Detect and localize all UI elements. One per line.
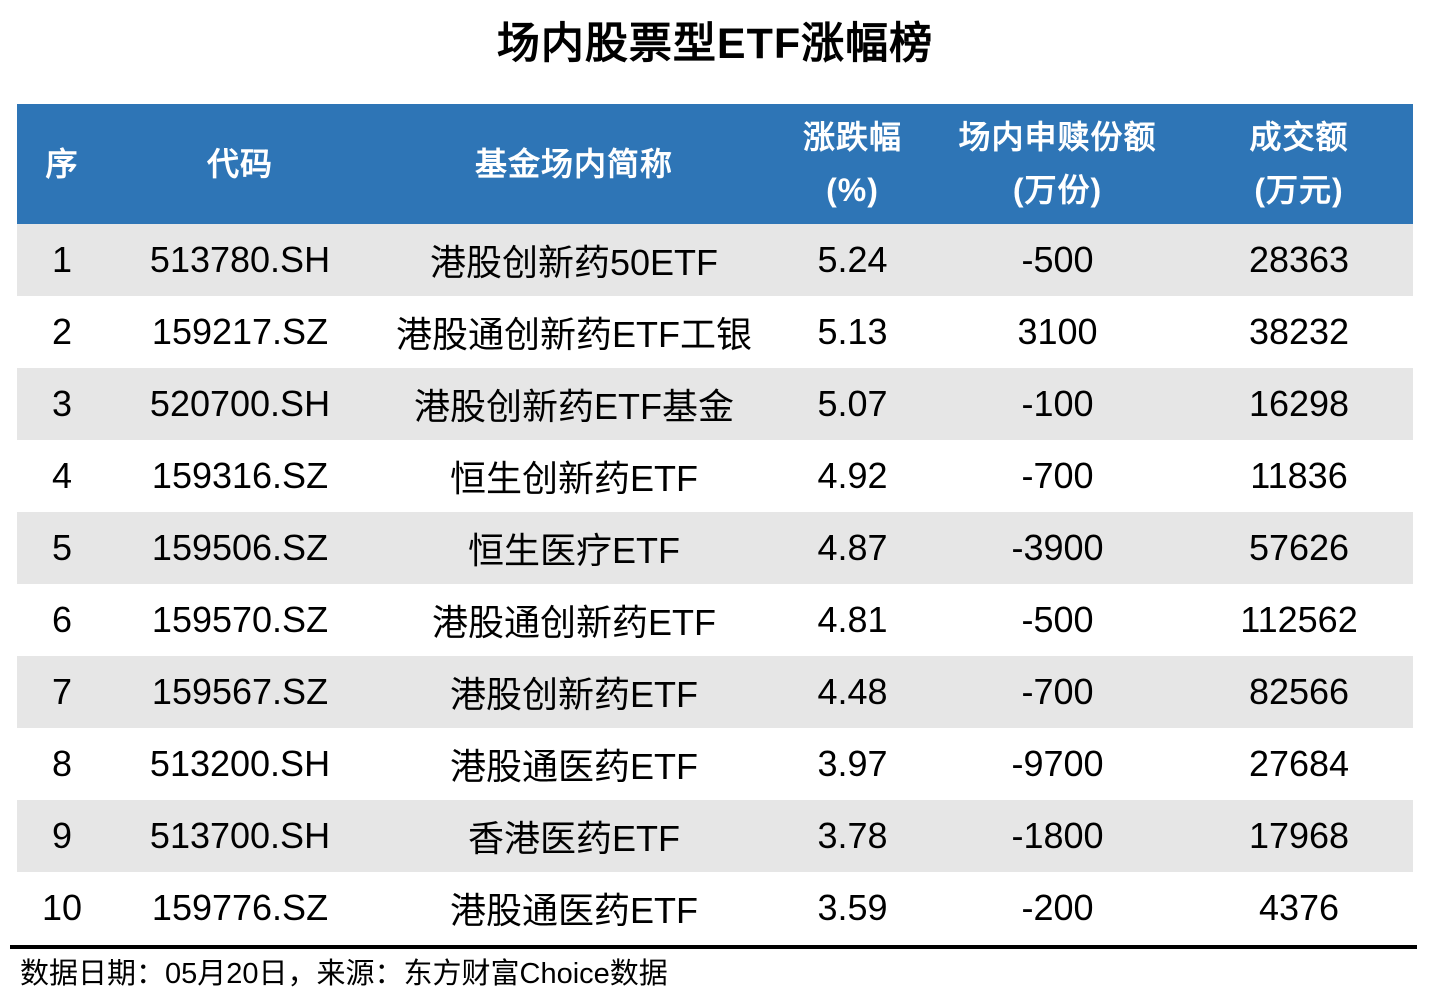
header-line2: (%) bbox=[826, 172, 879, 208]
table-row: 5 159506.SZ 恒生医疗ETF 4.87 -3900 57626 bbox=[17, 512, 1413, 584]
table-header-row: 序 代码 基金场内简称 涨跌幅 (%) 场内申赎份额 (万份) 成交额 (万元) bbox=[17, 104, 1413, 224]
header-line1: 涨跌幅 bbox=[802, 119, 902, 155]
cell-shares: -500 bbox=[1021, 239, 1094, 280]
cell-fund-name: 港股通创新药ETF工银 bbox=[396, 314, 752, 355]
cell-shares: -700 bbox=[1021, 455, 1094, 496]
cell-change-pct: 4.48 bbox=[817, 671, 888, 712]
cell-shares: -700 bbox=[1021, 671, 1094, 712]
cell-shares: -200 bbox=[1021, 887, 1094, 928]
column-header-change-pct: 涨跌幅 (%) bbox=[775, 104, 930, 224]
cell-turnover: 16298 bbox=[1248, 383, 1350, 424]
cell-fund-name: 香港医药ETF bbox=[468, 818, 680, 859]
cell-fund-name: 恒生创新药ETF bbox=[450, 458, 698, 499]
column-header-turnover: 成交额 (万元) bbox=[1185, 104, 1413, 224]
table-row: 9 513700.SH 香港医药ETF 3.78 -1800 17968 bbox=[17, 800, 1413, 872]
cell-code: 513700.SH bbox=[149, 815, 331, 856]
header-line1: 成交额 bbox=[1249, 119, 1349, 155]
cell-change-pct: 4.87 bbox=[817, 527, 888, 568]
cell-code: 159217.SZ bbox=[151, 311, 329, 352]
column-header-fund-name: 基金场内简称 bbox=[373, 104, 775, 224]
cell-shares: -100 bbox=[1021, 383, 1094, 424]
cell-shares: 3100 bbox=[1017, 311, 1098, 352]
cell-code: 159506.SZ bbox=[151, 527, 329, 568]
table-row: 2 159217.SZ 港股通创新药ETF工银 5.13 3100 38232 bbox=[17, 296, 1413, 368]
cell-fund-name: 港股创新药ETF基金 bbox=[414, 386, 734, 427]
cell-turnover: 11836 bbox=[1250, 455, 1348, 496]
cell-change-pct: 3.78 bbox=[817, 815, 888, 856]
etf-gainers-table: 序 代码 基金场内简称 涨跌幅 (%) 场内申赎份额 (万份) 成交额 (万元)… bbox=[17, 104, 1413, 944]
cell-rank: 10 bbox=[41, 887, 83, 928]
cell-rank: 6 bbox=[51, 599, 73, 640]
data-source-note: 数据日期：05月20日，来源：东方财富Choice数据 bbox=[20, 958, 668, 990]
page-title: 场内股票型ETF涨幅榜 bbox=[496, 20, 934, 68]
cell-change-pct: 5.13 bbox=[817, 311, 888, 352]
header-line1: 基金场内简称 bbox=[474, 145, 673, 182]
table-body: 1 513780.SH 港股创新药50ETF 5.24 -500 28363 2… bbox=[17, 224, 1413, 944]
table-row: 4 159316.SZ 恒生创新药ETF 4.92 -700 11836 bbox=[17, 440, 1413, 512]
cell-turnover: 38232 bbox=[1248, 311, 1350, 352]
cell-turnover: 112562 bbox=[1240, 599, 1358, 640]
cell-shares: -3900 bbox=[1011, 527, 1104, 568]
cell-fund-name: 港股通医药ETF bbox=[450, 890, 698, 931]
cell-rank: 3 bbox=[51, 383, 73, 424]
cell-turnover: 57626 bbox=[1248, 527, 1350, 568]
cell-change-pct: 3.97 bbox=[817, 743, 888, 784]
cell-turnover: 28363 bbox=[1248, 239, 1350, 280]
table-row: 3 520700.SH 港股创新药ETF基金 5.07 -100 16298 bbox=[17, 368, 1413, 440]
table-row: 8 513200.SH 港股通医药ETF 3.97 -9700 27684 bbox=[17, 728, 1413, 800]
cell-fund-name: 港股通医药ETF bbox=[450, 746, 698, 787]
table-row: 1 513780.SH 港股创新药50ETF 5.24 -500 28363 bbox=[17, 224, 1413, 296]
header-line1: 场内申赎份额 bbox=[958, 119, 1157, 155]
cell-turnover: 17968 bbox=[1248, 815, 1350, 856]
cell-fund-name: 港股通创新药ETF bbox=[432, 602, 716, 643]
cell-rank: 7 bbox=[51, 671, 73, 712]
cell-change-pct: 4.81 bbox=[817, 599, 888, 640]
cell-change-pct: 5.24 bbox=[817, 239, 888, 280]
cell-shares: -9700 bbox=[1011, 743, 1104, 784]
column-header-code: 代码 bbox=[107, 104, 373, 224]
cell-turnover: 27684 bbox=[1248, 743, 1350, 784]
cell-fund-name: 恒生医疗ETF bbox=[468, 530, 680, 571]
cell-shares: -1800 bbox=[1011, 815, 1104, 856]
cell-rank: 8 bbox=[51, 743, 73, 784]
cell-rank: 5 bbox=[51, 527, 73, 568]
footer-divider bbox=[10, 945, 1417, 949]
cell-change-pct: 4.92 bbox=[817, 455, 888, 496]
cell-code: 159567.SZ bbox=[151, 671, 329, 712]
header-line1: 序 bbox=[45, 145, 79, 182]
cell-rank: 2 bbox=[51, 311, 73, 352]
header-line2: (万份) bbox=[1012, 172, 1103, 208]
cell-code: 159316.SZ bbox=[151, 455, 329, 496]
cell-rank: 1 bbox=[51, 239, 73, 280]
cell-code: 520700.SH bbox=[149, 383, 331, 424]
header-line2: (万元) bbox=[1254, 172, 1344, 208]
header-line1: 代码 bbox=[206, 145, 273, 182]
cell-code: 513200.SH bbox=[149, 743, 331, 784]
table-row: 7 159567.SZ 港股创新药ETF 4.48 -700 82566 bbox=[17, 656, 1413, 728]
cell-rank: 9 bbox=[51, 815, 73, 856]
cell-code: 513780.SH bbox=[149, 239, 331, 280]
cell-code: 159776.SZ bbox=[151, 887, 329, 928]
table-row: 10 159776.SZ 港股通医药ETF 3.59 -200 4376 bbox=[17, 872, 1413, 944]
cell-fund-name: 港股创新药ETF bbox=[450, 674, 698, 715]
cell-code: 159570.SZ bbox=[151, 599, 329, 640]
cell-shares: -500 bbox=[1021, 599, 1094, 640]
cell-change-pct: 5.07 bbox=[817, 383, 888, 424]
table-row: 6 159570.SZ 港股通创新药ETF 4.81 -500 112562 bbox=[17, 584, 1413, 656]
cell-turnover: 82566 bbox=[1248, 671, 1350, 712]
cell-turnover: 4376 bbox=[1258, 887, 1340, 928]
cell-change-pct: 3.59 bbox=[817, 887, 888, 928]
column-header-rank: 序 bbox=[17, 104, 107, 224]
cell-fund-name: 港股创新药50ETF bbox=[429, 242, 719, 283]
cell-rank: 4 bbox=[51, 455, 73, 496]
column-header-shares: 场内申赎份额 (万份) bbox=[930, 104, 1185, 224]
